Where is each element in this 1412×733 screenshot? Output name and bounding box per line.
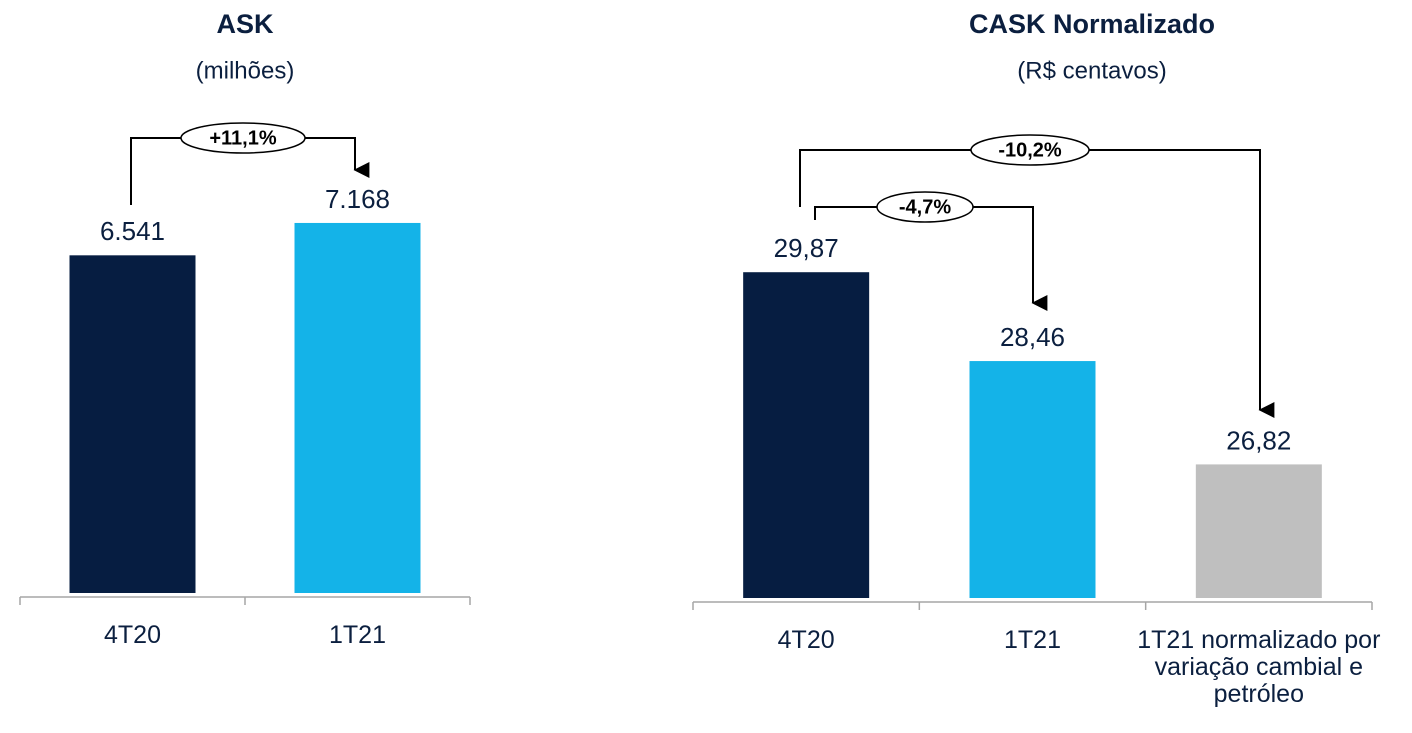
annotation-badge	[876, 191, 974, 223]
bar	[1195, 464, 1322, 598]
x-tick-label: 4T20	[777, 626, 835, 654]
x-tick-label: 1T21	[1004, 626, 1061, 654]
x-tick-label: 1T21	[329, 621, 386, 649]
bar	[969, 361, 1096, 598]
annotation-badge	[970, 134, 1090, 166]
value-label: 6.541	[100, 216, 165, 246]
x-tick-label: 1T21 normalizado por variação cambial e …	[1137, 626, 1381, 708]
annotation: -10,2%	[998, 139, 1062, 161]
value-label: 28,46	[1000, 322, 1065, 352]
chart-subtitle: (R$ centavos)	[1017, 57, 1166, 84]
chart-title: CASK Normalizado	[969, 9, 1215, 39]
annotation: +11,1%	[209, 127, 277, 149]
chart-subtitle: (milhões)	[196, 57, 295, 84]
bar	[69, 255, 196, 594]
annotation-badge	[180, 122, 306, 154]
value-label: 29,87	[774, 233, 839, 263]
annotation: -4,7%	[899, 196, 951, 218]
bar	[743, 272, 870, 598]
value-label: 26,82	[1226, 425, 1291, 455]
x-tick-label: 4T20	[104, 621, 161, 649]
value-label: 7.168	[325, 184, 390, 214]
bar	[294, 222, 421, 593]
chart-title: ASK	[216, 9, 274, 39]
